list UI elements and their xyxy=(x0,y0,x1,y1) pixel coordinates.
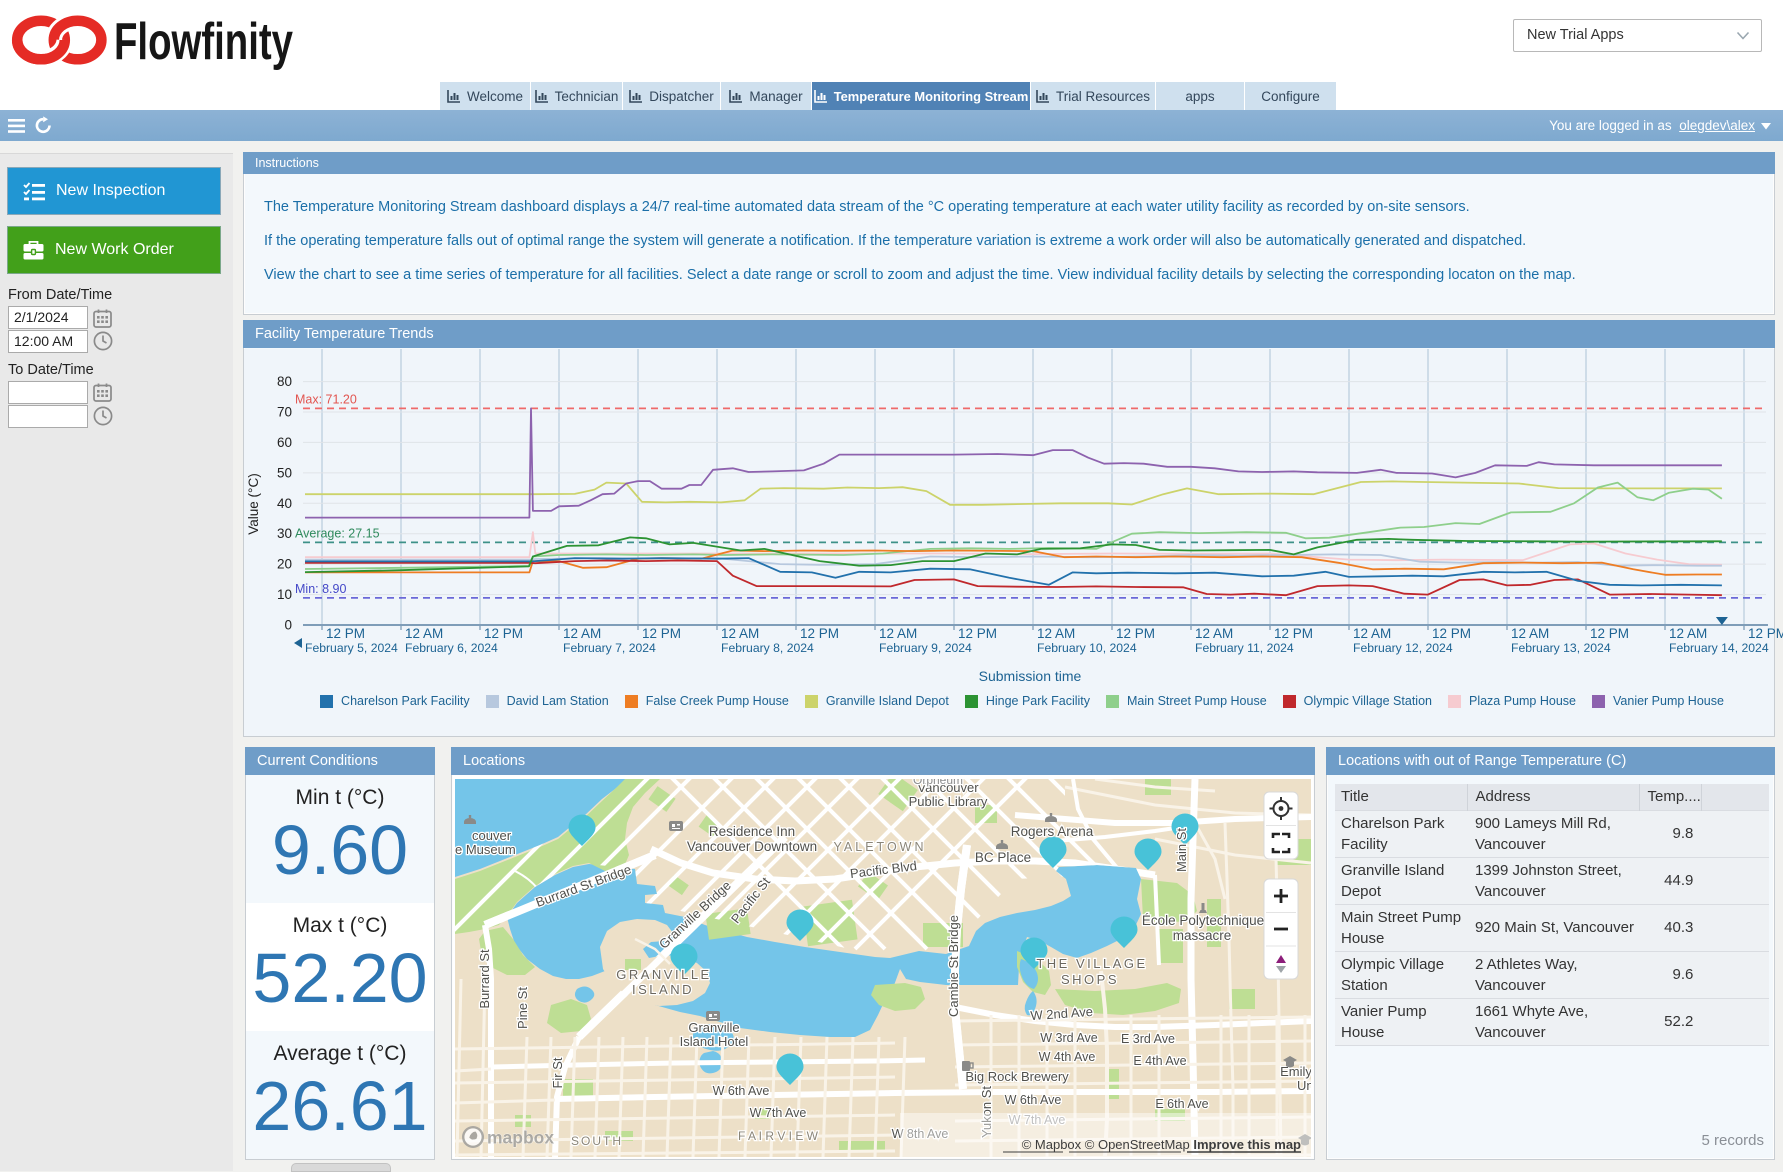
svg-text:massacre: massacre xyxy=(1173,928,1232,943)
svg-text:E 3rd Ave: E 3rd Ave xyxy=(1121,1032,1175,1046)
svg-text:Rogers Arena: Rogers Arena xyxy=(1011,824,1094,839)
svg-text:Flowfinity: Flowfinity xyxy=(114,14,293,71)
svg-text:W 8th Ave: W 8th Ave xyxy=(892,1127,949,1141)
svg-text:Island Hotel: Island Hotel xyxy=(680,1034,749,1049)
svg-text:W 7th Ave: W 7th Ave xyxy=(750,1106,807,1120)
svg-text:Granville: Granville xyxy=(688,1020,739,1035)
svg-text:YALETOWN: YALETOWN xyxy=(834,840,927,854)
svg-text:Big Rock Brewery: Big Rock Brewery xyxy=(965,1069,1069,1084)
svg-text:ISLAND: ISLAND xyxy=(632,982,694,997)
svg-text:couver: couver xyxy=(472,828,512,843)
svg-text:BC Place: BC Place xyxy=(975,850,1031,865)
svg-text:SHOPS: SHOPS xyxy=(1061,972,1119,987)
svg-text:École Polytechnique: École Polytechnique xyxy=(1142,913,1264,928)
svg-text:Residence Inn: Residence Inn xyxy=(709,824,795,839)
svg-text:Unive: Unive xyxy=(1297,1078,1311,1093)
svg-text:Emily: Emily xyxy=(1280,1064,1311,1079)
svg-text:THE VILLAGE: THE VILLAGE xyxy=(1036,956,1147,971)
svg-text:GRANVILLE: GRANVILLE xyxy=(616,967,711,982)
svg-text:Cambie St Bridge: Cambie St Bridge xyxy=(946,915,961,1017)
svg-text:E 6th Ave: E 6th Ave xyxy=(1155,1097,1208,1111)
svg-text:Yukon St: Yukon St xyxy=(979,1086,994,1138)
svg-text:Public Library: Public Library xyxy=(909,794,988,809)
svg-text:e Museum: e Museum xyxy=(455,842,516,857)
svg-text:W 6th Ave: W 6th Ave xyxy=(1005,1093,1062,1107)
svg-text:Vancouver: Vancouver xyxy=(917,780,979,795)
svg-text:W 7th Ave: W 7th Ave xyxy=(1009,1113,1066,1127)
svg-text:Orpheum: Orpheum xyxy=(913,779,963,787)
svg-text:Pine St: Pine St xyxy=(515,987,530,1029)
svg-text:W 3rd Ave: W 3rd Ave xyxy=(1040,1031,1097,1045)
svg-text:W 6th Ave: W 6th Ave xyxy=(713,1084,770,1098)
svg-text:F A I R V I E W: F A I R V I E W xyxy=(738,1129,819,1143)
svg-text:W 4th Ave: W 4th Ave xyxy=(1039,1050,1096,1064)
svg-text:W 2nd Ave: W 2nd Ave xyxy=(1030,1004,1094,1023)
svg-text:SOUTH: SOUTH xyxy=(571,1134,623,1148)
svg-text:E 4th Ave: E 4th Ave xyxy=(1133,1054,1186,1068)
svg-text:mapbox: mapbox xyxy=(487,1128,554,1148)
svg-text:Burrard St: Burrard St xyxy=(477,949,492,1009)
svg-text:Main St: Main St xyxy=(1174,828,1189,872)
svg-text:Fir St: Fir St xyxy=(550,1057,565,1088)
svg-text:Vancouver Downtown: Vancouver Downtown xyxy=(687,839,817,854)
svg-text:© Mapbox © OpenStreetMap Impro: © Mapbox © OpenStreetMap Improve this ma… xyxy=(1022,1137,1301,1152)
